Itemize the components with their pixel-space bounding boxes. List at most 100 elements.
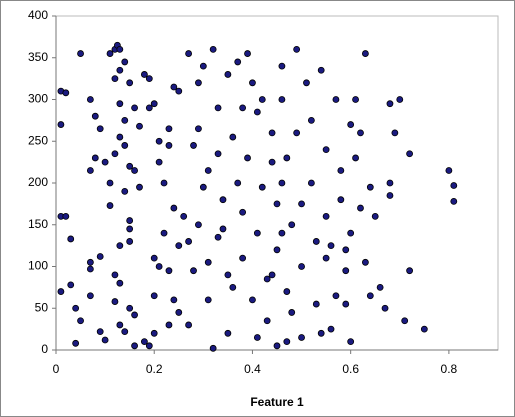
point (170, 296, 178, 304)
point (229, 133, 237, 141)
point (140, 71, 148, 78)
point (219, 196, 227, 204)
point (150, 329, 158, 337)
point (357, 204, 364, 212)
point (165, 267, 173, 275)
point (126, 79, 134, 87)
point (283, 154, 291, 162)
point (209, 46, 217, 53)
point (303, 79, 310, 87)
point (391, 129, 399, 137)
point (67, 281, 75, 289)
point (376, 283, 384, 291)
point (111, 271, 119, 279)
point (131, 167, 138, 174)
point (96, 125, 104, 133)
point (450, 197, 458, 205)
point (86, 265, 94, 273)
point (170, 204, 178, 212)
point (195, 79, 202, 87)
point (224, 71, 232, 78)
point (77, 317, 84, 325)
y-tick-label: 100 (28, 259, 48, 273)
point (366, 183, 374, 191)
point (91, 154, 99, 162)
point (121, 58, 129, 66)
point (131, 342, 138, 350)
point (312, 300, 320, 308)
point (86, 96, 94, 103)
point (239, 104, 247, 112)
point (185, 50, 193, 57)
point (298, 334, 305, 341)
point (204, 258, 212, 266)
point (406, 150, 414, 158)
y-tick-label: 400 (28, 8, 48, 22)
point (288, 221, 296, 229)
point (160, 179, 168, 187)
point (361, 258, 369, 266)
point (150, 100, 158, 108)
point (361, 50, 369, 57)
point (136, 122, 143, 130)
y-tick-label: 250 (28, 133, 48, 147)
point (155, 263, 163, 270)
point (106, 202, 114, 209)
point (145, 342, 153, 350)
point (381, 304, 389, 312)
point (199, 183, 207, 191)
point (126, 217, 134, 224)
point (116, 46, 124, 53)
point (204, 296, 212, 304)
point (185, 321, 193, 329)
x-axis-label: Feature 1 (250, 395, 304, 409)
point (219, 225, 227, 233)
y-tick-label: 200 (28, 175, 48, 189)
point (312, 238, 320, 245)
point (150, 292, 158, 300)
point (283, 338, 291, 346)
point (332, 96, 340, 103)
point (347, 338, 355, 346)
point (332, 292, 340, 300)
point (126, 304, 134, 312)
point (72, 339, 80, 347)
point (180, 212, 188, 220)
point (62, 212, 70, 220)
point (357, 129, 364, 137)
point (268, 271, 276, 279)
point (342, 300, 350, 308)
point (234, 58, 242, 66)
point (126, 225, 134, 233)
y-tick-label: 0 (41, 342, 48, 356)
point (190, 142, 197, 149)
point (239, 208, 247, 216)
point (111, 298, 119, 305)
point (307, 179, 315, 187)
point (160, 229, 168, 237)
point (57, 121, 65, 128)
point (263, 275, 271, 283)
point (268, 158, 276, 166)
point (278, 62, 286, 70)
point (165, 125, 173, 133)
point (165, 321, 173, 329)
point (249, 296, 256, 304)
point (155, 137, 163, 145)
point (106, 179, 114, 187)
point (145, 75, 153, 83)
point (145, 104, 153, 112)
point (91, 112, 99, 120)
point (420, 325, 428, 333)
point (244, 154, 251, 162)
point (283, 288, 291, 295)
point (131, 104, 138, 112)
point (293, 46, 301, 53)
point (249, 79, 256, 87)
point (406, 267, 414, 275)
point (140, 338, 148, 346)
point (258, 183, 266, 191)
point (126, 238, 134, 245)
